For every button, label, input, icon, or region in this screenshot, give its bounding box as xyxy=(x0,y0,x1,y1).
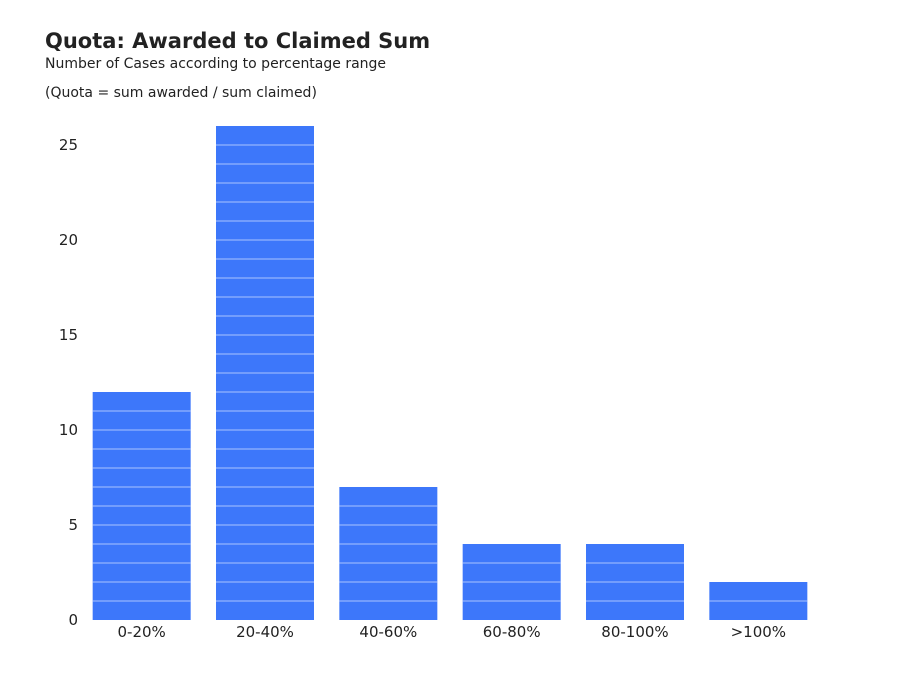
y-tick-label: 20 xyxy=(59,231,78,249)
bar-40-60% xyxy=(339,487,438,620)
y-tick-label: 10 xyxy=(59,421,78,439)
x-tick-label: 20-40% xyxy=(236,623,294,641)
x-tick-label: 60-80% xyxy=(483,623,541,641)
y-tick-label: 15 xyxy=(59,326,78,344)
y-tick-label: 0 xyxy=(68,611,78,629)
x-tick-label: 80-100% xyxy=(601,623,668,641)
chart-note: (Quota = sum awarded / sum claimed) xyxy=(45,85,317,101)
chart-title: Quota: Awarded to Claimed Sum xyxy=(45,29,431,53)
y-tick-label: 5 xyxy=(68,516,78,534)
y-tick-label: 25 xyxy=(59,136,78,154)
chart-subtitle: Number of Cases according to percentage … xyxy=(45,56,387,72)
bars-group xyxy=(92,126,808,620)
x-axis-ticks: 0-20% 20-40% 40-60% 60-80% 80-100% >100% xyxy=(118,623,787,641)
x-tick-label: 0-20% xyxy=(118,623,166,641)
x-tick-label: >100% xyxy=(731,623,786,641)
x-tick-label: 40-60% xyxy=(359,623,417,641)
y-axis-ticks: 0 5 10 15 20 25 xyxy=(59,136,78,629)
